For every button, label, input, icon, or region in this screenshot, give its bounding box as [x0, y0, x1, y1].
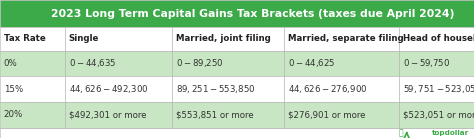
Text: $276,901 or more: $276,901 or more	[288, 110, 365, 119]
Bar	[284, 102, 399, 128]
Bar	[284, 76, 399, 102]
Text: Tax Rate: Tax Rate	[4, 34, 46, 43]
Bar	[399, 102, 474, 128]
Text: $0 - $44,625: $0 - $44,625	[288, 57, 335, 69]
Text: $0 - $44,635: $0 - $44,635	[69, 57, 116, 69]
Text: $59,751 - $523,050: $59,751 - $523,050	[403, 83, 474, 95]
Text: topdollar: topdollar	[432, 130, 469, 136]
Text: Married, separate filing: Married, separate filing	[288, 34, 403, 43]
Bar	[65, 27, 172, 51]
Bar	[0, 76, 65, 102]
Text: $0 - $89,250: $0 - $89,250	[176, 57, 224, 69]
Text: $523,051 or more: $523,051 or more	[403, 110, 474, 119]
Text: $553,851 or more: $553,851 or more	[176, 110, 254, 119]
Bar	[172, 76, 284, 102]
Bar	[0, 27, 65, 51]
Bar	[65, 51, 172, 76]
Bar	[0, 128, 474, 138]
Bar	[284, 27, 399, 51]
Text: $89,251 - $553,850: $89,251 - $553,850	[176, 83, 255, 95]
Text: 🌲: 🌲	[398, 129, 403, 138]
Bar	[0, 0, 474, 27]
Text: Head of household: Head of household	[403, 34, 474, 43]
Bar	[0, 102, 65, 128]
Text: $0 - $59,750: $0 - $59,750	[403, 57, 450, 69]
Text: Single: Single	[69, 34, 99, 43]
Bar	[65, 76, 172, 102]
Bar	[65, 102, 172, 128]
Bar	[284, 51, 399, 76]
Text: 2023 Long Term Capital Gains Tax Brackets (taxes due April 2024): 2023 Long Term Capital Gains Tax Bracket…	[51, 9, 455, 19]
Text: 15%: 15%	[4, 84, 23, 94]
Bar	[172, 102, 284, 128]
Text: $492,301 or more: $492,301 or more	[69, 110, 146, 119]
Text: $44,626 - $492,300: $44,626 - $492,300	[69, 83, 148, 95]
Text: $44,626 - $276,900: $44,626 - $276,900	[288, 83, 367, 95]
Text: 20%: 20%	[4, 110, 23, 119]
Text: Married, joint filing: Married, joint filing	[176, 34, 271, 43]
Text: 0%: 0%	[4, 59, 18, 68]
Bar	[399, 51, 474, 76]
Bar	[0, 51, 65, 76]
Bar	[172, 51, 284, 76]
Bar	[399, 27, 474, 51]
Bar	[172, 27, 284, 51]
Bar	[399, 76, 474, 102]
